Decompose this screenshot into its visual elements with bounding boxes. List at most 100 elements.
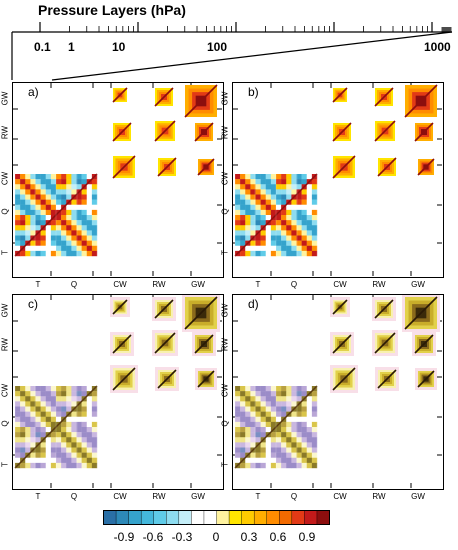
heatmap-cell bbox=[260, 406, 266, 412]
heatmap-cell bbox=[35, 184, 41, 190]
heatmap-cell bbox=[255, 411, 261, 417]
heatmap-cell bbox=[245, 209, 251, 216]
x-label-gw: GW bbox=[411, 280, 425, 289]
heatmap-cell bbox=[255, 245, 261, 252]
heatmap-cell bbox=[311, 240, 318, 246]
panel-b-matrix bbox=[233, 83, 442, 276]
heatmap-cell bbox=[306, 452, 313, 458]
heatmap-cell bbox=[311, 447, 318, 453]
heatmap-diagonal bbox=[234, 385, 318, 469]
heatmap-cell bbox=[71, 452, 77, 458]
heatmap-cell bbox=[291, 386, 297, 392]
heatmap-cell bbox=[50, 447, 57, 453]
heatmap-cell bbox=[245, 179, 251, 185]
heatmap-cell bbox=[235, 204, 241, 211]
heatmap-cell bbox=[306, 457, 313, 464]
heatmap-cell bbox=[20, 174, 26, 180]
heatmap-cell bbox=[286, 179, 292, 185]
heatmap-cell bbox=[276, 452, 282, 458]
heatmap-cell bbox=[306, 396, 313, 402]
heatmap-cell bbox=[66, 245, 72, 252]
heatmap-cell bbox=[30, 174, 36, 180]
heatmap-cell bbox=[81, 427, 87, 433]
heatmap-cell bbox=[250, 386, 256, 392]
heatmap-cell bbox=[66, 215, 72, 221]
heatmap-cell bbox=[61, 452, 67, 458]
heatmap-cell bbox=[301, 447, 307, 453]
heatmap-cell bbox=[306, 230, 313, 236]
heatmap-cell bbox=[76, 194, 82, 200]
heatmap-cell bbox=[235, 194, 241, 200]
heatmap-cell bbox=[25, 199, 31, 205]
heatmap-cell bbox=[281, 411, 287, 417]
heatmap-cell bbox=[240, 416, 246, 423]
y-label-gw: GW bbox=[0, 303, 10, 318]
heatmap-cell bbox=[56, 411, 62, 417]
heatmap-cell bbox=[306, 416, 313, 423]
heatmap-cell bbox=[286, 215, 292, 221]
heatmap-cell bbox=[260, 235, 266, 241]
heatmap-cell bbox=[311, 209, 318, 216]
tq-covariance-block bbox=[234, 385, 318, 469]
heatmap-cell bbox=[71, 386, 77, 392]
hydrometeor-diagonal bbox=[112, 334, 132, 354]
heatmap-cell bbox=[45, 416, 52, 423]
heatmap-cell bbox=[35, 427, 41, 433]
heatmap-cell bbox=[281, 199, 287, 205]
heatmap-cell bbox=[286, 174, 292, 180]
heatmap-cell bbox=[35, 240, 41, 246]
heatmap-cell bbox=[76, 427, 82, 433]
heatmap-cell bbox=[30, 457, 36, 464]
heatmap-cell bbox=[45, 240, 52, 246]
heatmap-cell bbox=[265, 391, 272, 397]
heatmap-cell bbox=[296, 179, 302, 185]
heatmap-cell bbox=[66, 442, 72, 448]
heatmap-cell bbox=[240, 386, 246, 392]
heatmap-cell bbox=[25, 401, 31, 407]
heatmap-cell bbox=[270, 174, 277, 180]
heatmap-cell bbox=[40, 189, 46, 195]
heatmap-cell bbox=[25, 386, 31, 392]
heatmap-cell bbox=[20, 447, 26, 453]
heatmap-cell bbox=[311, 411, 318, 417]
heatmap-cell bbox=[250, 220, 256, 226]
heatmap-cell bbox=[250, 174, 256, 180]
heatmap-cell bbox=[15, 442, 21, 448]
heatmap-cell bbox=[306, 447, 313, 453]
heatmap-cell bbox=[240, 240, 246, 246]
heatmap-cell bbox=[286, 391, 292, 397]
heatmap-cell bbox=[240, 437, 246, 443]
heatmap-cell bbox=[311, 194, 318, 200]
heatmap-cell bbox=[81, 235, 87, 241]
heatmap-cell bbox=[76, 209, 82, 216]
heatmap-cell bbox=[291, 179, 297, 185]
heatmap-cell bbox=[20, 432, 26, 438]
heatmap-cell bbox=[35, 452, 41, 458]
heatmap-cell bbox=[260, 240, 266, 246]
y-label-cw: CW bbox=[0, 383, 10, 398]
heatmap-cell bbox=[30, 406, 36, 412]
heatmap-cell bbox=[276, 437, 282, 443]
heatmap-cell bbox=[265, 230, 272, 236]
y-label-q: Q bbox=[0, 420, 10, 427]
heatmap-cell bbox=[35, 386, 41, 392]
heatmap-cell bbox=[66, 209, 72, 216]
heatmap-cell bbox=[311, 401, 318, 407]
heatmap-cell bbox=[91, 442, 98, 448]
heatmap-cell bbox=[50, 189, 57, 195]
heatmap-cell bbox=[50, 240, 57, 246]
heatmap-cell bbox=[20, 386, 26, 392]
heatmap-cell bbox=[50, 411, 57, 417]
heatmap-cell bbox=[245, 421, 251, 428]
heatmap-cell bbox=[15, 457, 21, 464]
heatmap-cell bbox=[15, 452, 21, 458]
heatmap-cell bbox=[291, 215, 297, 221]
heatmap-cell bbox=[30, 452, 36, 458]
heatmap-cell bbox=[250, 179, 256, 185]
heatmap-cell bbox=[50, 432, 57, 438]
heatmap-cell bbox=[311, 462, 318, 469]
heatmap-cell bbox=[265, 406, 272, 412]
heatmap-cell bbox=[306, 209, 313, 216]
heatmap-cell bbox=[245, 406, 251, 412]
heatmap-cell bbox=[56, 442, 62, 448]
